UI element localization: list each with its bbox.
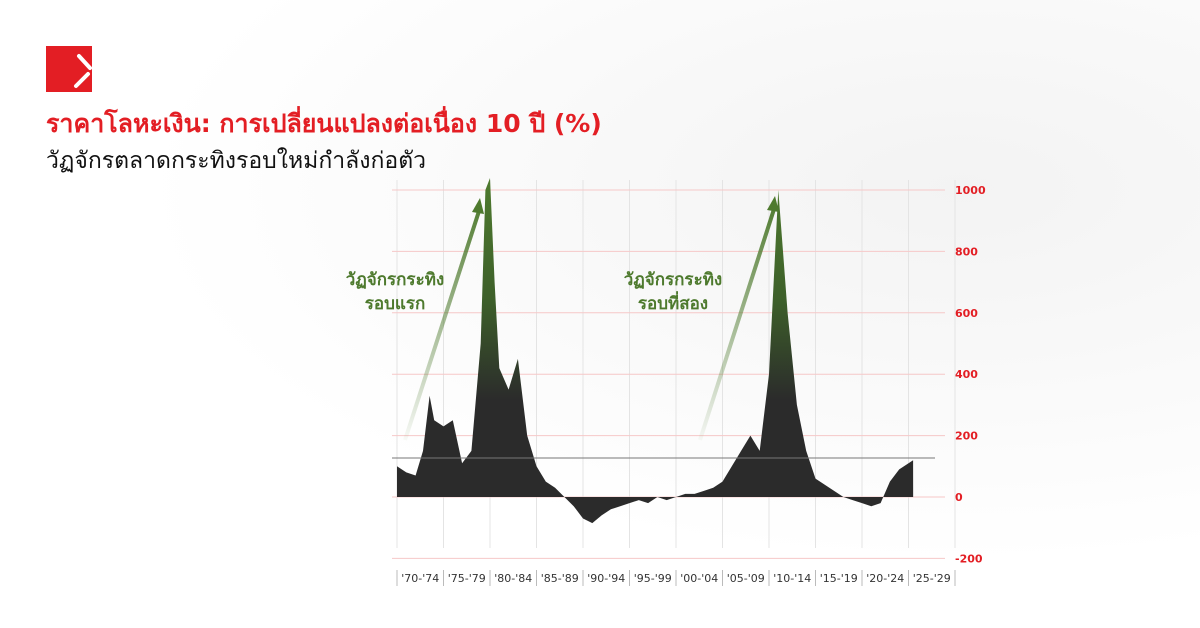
y-tick-label: -200	[955, 552, 983, 565]
x-tick-label: '75-'79	[448, 572, 486, 585]
y-tick-label: 400	[955, 368, 978, 381]
annotation-first-cycle: วัฏจักรกระทิงรอบแรก	[330, 268, 460, 316]
x-tick-label: '95-'99	[634, 572, 672, 585]
x-tick-label: '20-'24	[866, 572, 904, 585]
arrow-head-icon	[767, 196, 779, 212]
y-tick-label: 600	[955, 307, 978, 320]
annotation-line: รอบแรก	[364, 294, 426, 314]
brand-logo	[46, 46, 92, 92]
y-tick-label: 200	[955, 430, 978, 443]
x-tick-label: '80-'84	[494, 572, 532, 585]
annotation-line: วัฏจักรกระทิง	[345, 270, 445, 290]
y-tick-label: 1000	[955, 184, 986, 197]
x-tick-label: '85-'89	[541, 572, 579, 585]
annotation-line: วัฏจักรกระทิง	[623, 270, 723, 290]
x-tick-label: '15-'19	[820, 572, 858, 585]
y-tick-label: 0	[955, 491, 963, 504]
area-series	[397, 178, 914, 524]
trend-arrow	[698, 205, 777, 441]
x-tick-label: '05-'09	[727, 572, 765, 585]
arrow-head-icon	[472, 198, 484, 214]
chart-subtitle: วัฏจักรตลาดกระทิงรอบใหม่กำลังก่อตัว	[46, 148, 427, 174]
trend-arrow	[403, 207, 482, 441]
annotation-second-cycle: วัฏจักรกระทิงรอบที่สอง	[608, 268, 738, 316]
annotation-line: รอบที่สอง	[637, 294, 709, 314]
x-tick-label: '00-'04	[680, 572, 718, 585]
x-tick-label: '70-'74	[401, 572, 439, 585]
x-tick-label: '90-'94	[587, 572, 625, 585]
y-tick-label: 800	[955, 245, 978, 258]
chart-title: ราคาโลหะเงิน: การเปลี่ยนแปลงต่อเนื่อง 10…	[46, 109, 602, 138]
x-tick-label: '10-'14	[773, 572, 811, 585]
x-tick-label: '25-'29	[913, 572, 951, 585]
